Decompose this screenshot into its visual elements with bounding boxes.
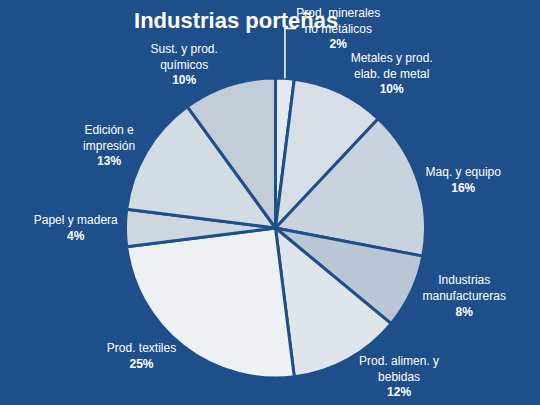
svg-text:Prod. textiles25%: Prod. textiles25% (107, 341, 176, 371)
svg-text:Industrias porteñas: Industrias porteñas (134, 8, 338, 33)
svg-text:Sust. y prod.químicos10%: Sust. y prod.químicos10% (150, 42, 217, 87)
svg-text:Metales y prod.elab. de metal1: Metales y prod.elab. de metal10% (351, 51, 433, 96)
svg-text:Industriasmanufactureras8%: Industriasmanufactureras8% (423, 273, 506, 318)
svg-text:Prod. mineralesno metálicos2%: Prod. mineralesno metálicos2% (296, 6, 380, 51)
svg-text:Maq. y equipo16%: Maq. y equipo16% (426, 165, 502, 195)
svg-text:Papel y madera4%: Papel y madera4% (34, 213, 118, 243)
svg-text:Edición eimpresión13%: Edición eimpresión13% (83, 123, 135, 168)
svg-text:Prod. alimen. ybebidas12%: Prod. alimen. ybebidas12% (359, 354, 439, 399)
